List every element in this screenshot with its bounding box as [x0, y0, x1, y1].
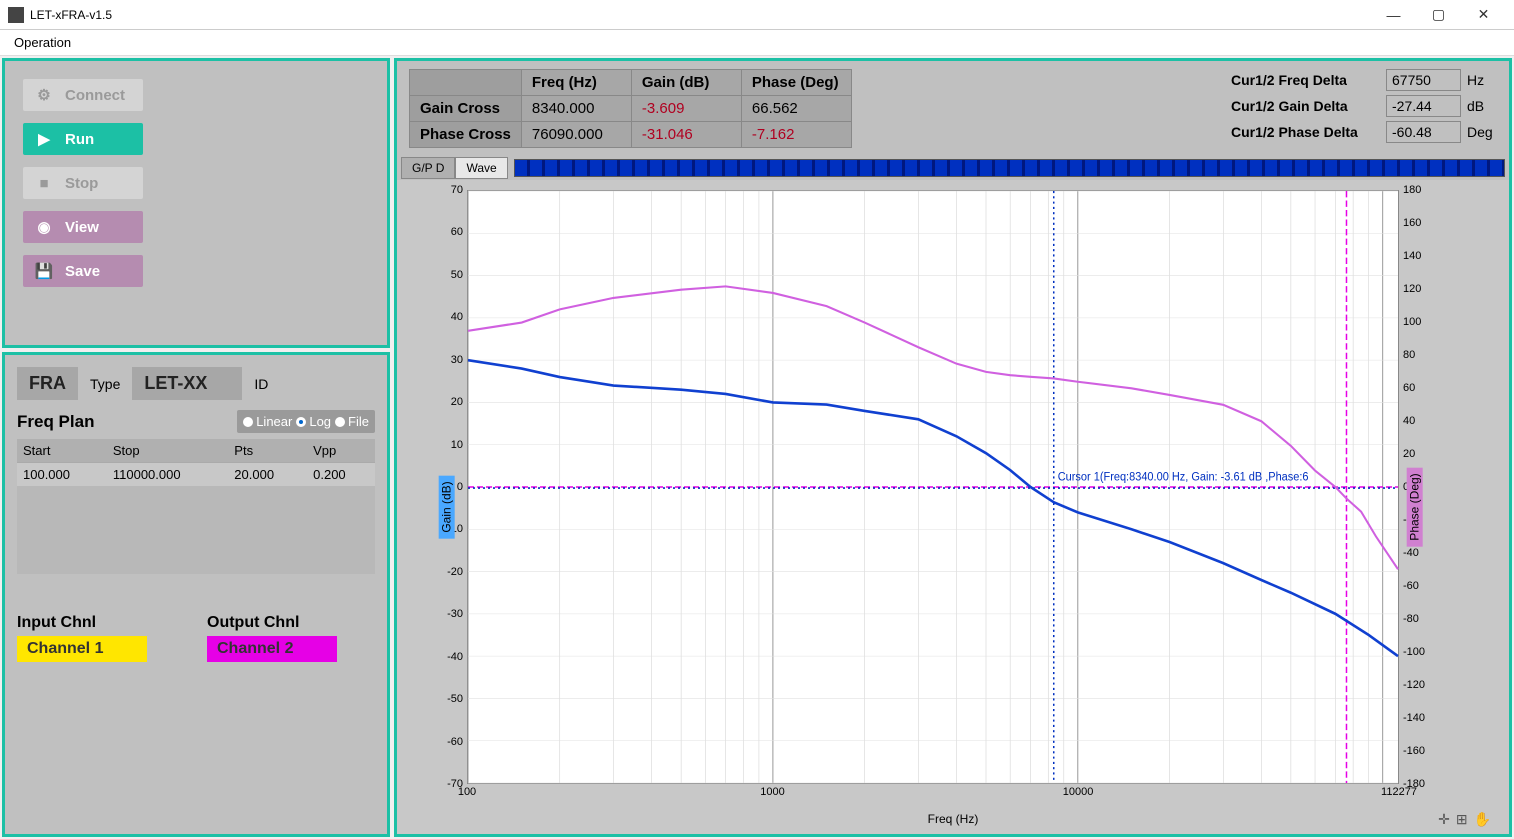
view-label: View [65, 219, 99, 236]
freq-plan-table: Start Stop Pts Vpp 100.000 110000.000 20… [17, 439, 375, 574]
chart-tools: ✛ ⊞ ✋ [1438, 811, 1491, 828]
delta-gain-value: -27.44 [1386, 95, 1461, 117]
table-row[interactable] [17, 508, 375, 530]
svg-text:Cursor 1(Freq:8340.00 Hz, Gain: Cursor 1(Freq:8340.00 Hz, Gain: -3.61 dB… [1058, 471, 1309, 483]
delta-phase-value: -60.48 [1386, 121, 1461, 143]
config-panel: FRA Type LET-XX ID Freq Plan Linear Log … [2, 352, 390, 837]
save-label: Save [65, 263, 100, 280]
delta-freq-label: Cur1/2 Freq Delta [1231, 72, 1386, 88]
title-bar: LET-xFRA-v1.5 — ▢ ✕ [0, 0, 1514, 30]
chart-area: -70-60-50-40-30-20-10010203040506070 -18… [397, 180, 1509, 834]
col-phase: Phase (Deg) [741, 70, 851, 96]
freq-plan-radios: Linear Log File [237, 410, 375, 433]
table-row[interactable]: 100.000 110000.000 20.000 0.200 [17, 463, 375, 487]
table-row[interactable] [17, 486, 375, 508]
radio-file[interactable]: File [335, 414, 369, 429]
run-label: Run [65, 131, 94, 148]
table-row: Phase Cross 76090.000 -31.046 -7.162 [410, 122, 852, 148]
delta-phase-label: Cur1/2 Phase Delta [1231, 124, 1386, 140]
tab-gpd[interactable]: G/P D [401, 157, 455, 179]
id-value: LET-XX [132, 367, 242, 400]
col-stop: Stop [107, 439, 228, 463]
crosshair-icon[interactable]: ✛ [1438, 811, 1450, 828]
run-button[interactable]: ▶ Run [23, 123, 143, 155]
col-pts: Pts [228, 439, 307, 463]
save-icon: 💾 [35, 262, 53, 280]
id-label: ID [254, 376, 268, 392]
delta-gain-label: Cur1/2 Gain Delta [1231, 98, 1386, 114]
input-chnl-value[interactable]: Channel 1 [17, 636, 147, 662]
col-vpp: Vpp [307, 439, 375, 463]
output-chnl-value[interactable]: Channel 2 [207, 636, 337, 662]
stop-label: Stop [65, 175, 98, 192]
close-button[interactable]: ✕ [1461, 0, 1506, 30]
col-gain: Gain (dB) [631, 70, 741, 96]
control-panel: ⚙ Connect ▶ Run ■ Stop ◉ View 💾 Save [2, 58, 390, 348]
delta-panel: Cur1/2 Freq Delta67750Hz Cur1/2 Gain Del… [1231, 69, 1497, 147]
connect-label: Connect [65, 87, 125, 104]
menu-bar: Operation [0, 30, 1514, 56]
col-start: Start [17, 439, 107, 463]
eye-icon: ◉ [35, 218, 53, 236]
play-icon: ▶ [35, 130, 53, 148]
freq-plan-label: Freq Plan [17, 412, 94, 432]
input-chnl-label: Input Chnl [17, 614, 147, 632]
table-row: Gain Cross 8340.000 -3.609 66.562 [410, 96, 852, 122]
menu-operation[interactable]: Operation [8, 32, 77, 53]
table-row[interactable] [17, 552, 375, 574]
view-button[interactable]: ◉ View [23, 211, 143, 243]
table-row[interactable] [17, 530, 375, 552]
progress-bar [514, 159, 1505, 177]
save-button[interactable]: 💾 Save [23, 255, 143, 287]
cross-table: Freq (Hz) Gain (dB) Phase (Deg) Gain Cro… [409, 69, 852, 148]
radio-log[interactable]: Log [296, 414, 331, 429]
app-icon [8, 7, 24, 23]
connect-button[interactable]: ⚙ Connect [23, 79, 143, 111]
minimize-button[interactable]: — [1371, 0, 1416, 30]
output-chnl-label: Output Chnl [207, 614, 337, 632]
zoom-icon[interactable]: ⊞ [1456, 811, 1468, 828]
bode-chart[interactable]: Cursor 1(Freq:8340.00 Hz, Gain: -3.61 dB… [467, 190, 1399, 784]
gear-icon: ⚙ [35, 86, 53, 104]
type-label: Type [90, 376, 120, 392]
y-axis-right-label: Phase (Deg) [1406, 467, 1422, 546]
y-axis-left-label: Gain (dB) [439, 475, 455, 538]
x-axis-label: Freq (Hz) [928, 812, 979, 826]
tab-wave[interactable]: Wave [455, 157, 507, 179]
delta-freq-value: 67750 [1386, 69, 1461, 91]
window-title: LET-xFRA-v1.5 [30, 8, 1371, 22]
radio-linear[interactable]: Linear [243, 414, 292, 429]
stop-button[interactable]: ■ Stop [23, 167, 143, 199]
maximize-button[interactable]: ▢ [1416, 0, 1461, 30]
pan-icon[interactable]: ✋ [1474, 811, 1491, 828]
stop-icon: ■ [35, 175, 53, 192]
col-freq: Freq (Hz) [521, 70, 631, 96]
type-value: FRA [17, 367, 78, 400]
